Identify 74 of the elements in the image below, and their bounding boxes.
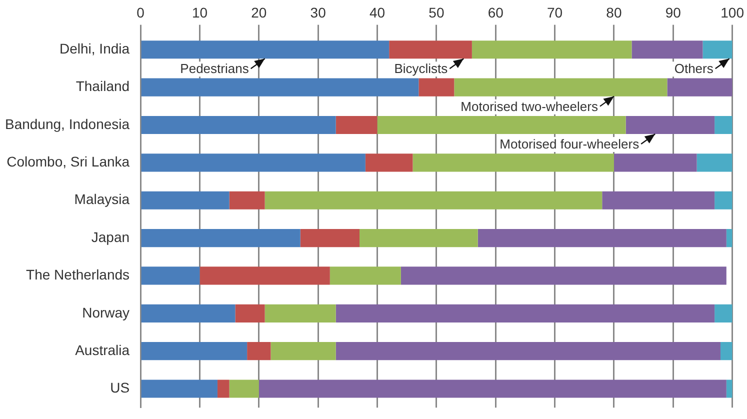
- bar: [141, 78, 419, 96]
- y-tick-label: Colombo, Sri Lanka: [6, 154, 130, 170]
- bar: [365, 154, 413, 172]
- bar: [714, 304, 732, 322]
- bar: [626, 116, 715, 134]
- series-label: Pedestrians: [180, 61, 250, 76]
- bar: [258, 380, 726, 398]
- y-tick-label: US: [110, 380, 130, 396]
- y-tick-label: Thailand: [76, 78, 130, 94]
- bar: [141, 228, 300, 248]
- bar: [702, 40, 732, 59]
- y-tick-label: Norway: [82, 304, 130, 320]
- series-label: Bicyclists: [394, 61, 448, 76]
- bar: [412, 154, 614, 172]
- x-tick-label: 40: [369, 4, 386, 20]
- bar: [336, 342, 720, 360]
- bar: [264, 304, 336, 322]
- y-tick-label: Japan: [91, 228, 130, 245]
- series-label: Motorised two-wheelers: [460, 98, 598, 114]
- bar: [726, 380, 732, 398]
- bar: [478, 228, 726, 248]
- bar: [400, 266, 726, 285]
- bar: [141, 380, 218, 398]
- x-tick-label: 70: [547, 4, 563, 20]
- bar: [602, 191, 715, 210]
- bar: [300, 228, 360, 248]
- bar: [720, 342, 732, 360]
- x-tick-label: 50: [428, 4, 444, 20]
- bar: [454, 78, 668, 96]
- bar: [336, 116, 378, 134]
- bar: [336, 304, 715, 322]
- bar: [264, 191, 602, 210]
- bar: [141, 304, 236, 322]
- bar: [389, 40, 472, 59]
- bar: [141, 40, 390, 59]
- bar: [696, 154, 732, 172]
- bar: [229, 191, 265, 210]
- y-tick-label: Delhi, India: [60, 40, 130, 56]
- bar: [141, 342, 248, 360]
- bar: [614, 154, 697, 172]
- y-tick-label: The Netherlands: [26, 266, 130, 283]
- bar: [141, 116, 336, 134]
- x-tick-label: 100: [720, 4, 744, 20]
- bar: [141, 266, 200, 285]
- bar: [270, 342, 336, 360]
- y-tick-label: Bandung, Indonesia: [4, 116, 130, 132]
- x-tick-label: 60: [488, 4, 504, 20]
- bar: [360, 228, 478, 248]
- bar: [141, 154, 366, 172]
- bar: [714, 116, 732, 134]
- x-tick-label: 90: [665, 4, 682, 20]
- x-tick-label: 10: [192, 4, 208, 20]
- bar: [726, 228, 732, 248]
- bar: [472, 40, 632, 59]
- bar: [330, 266, 401, 285]
- x-tick-label: 30: [310, 4, 326, 20]
- bar: [247, 342, 271, 360]
- bar: [714, 191, 732, 210]
- y-tick-label: Malaysia: [74, 191, 130, 208]
- x-tick-label: 0: [136, 4, 145, 20]
- bar: [200, 266, 330, 285]
- bar: [141, 191, 230, 210]
- bar: [632, 40, 703, 59]
- bar: [667, 78, 732, 96]
- series-label: Motorised four-wheelers: [500, 136, 640, 152]
- bar: [235, 304, 265, 322]
- x-tick-label: 20: [251, 4, 267, 20]
- bar: [377, 116, 626, 134]
- series-label: Others: [674, 61, 714, 76]
- y-tick-label: Australia: [75, 342, 130, 358]
- bar: [229, 380, 259, 398]
- x-tick-label: 80: [606, 4, 622, 20]
- bar: [418, 78, 454, 96]
- bar: [217, 380, 230, 398]
